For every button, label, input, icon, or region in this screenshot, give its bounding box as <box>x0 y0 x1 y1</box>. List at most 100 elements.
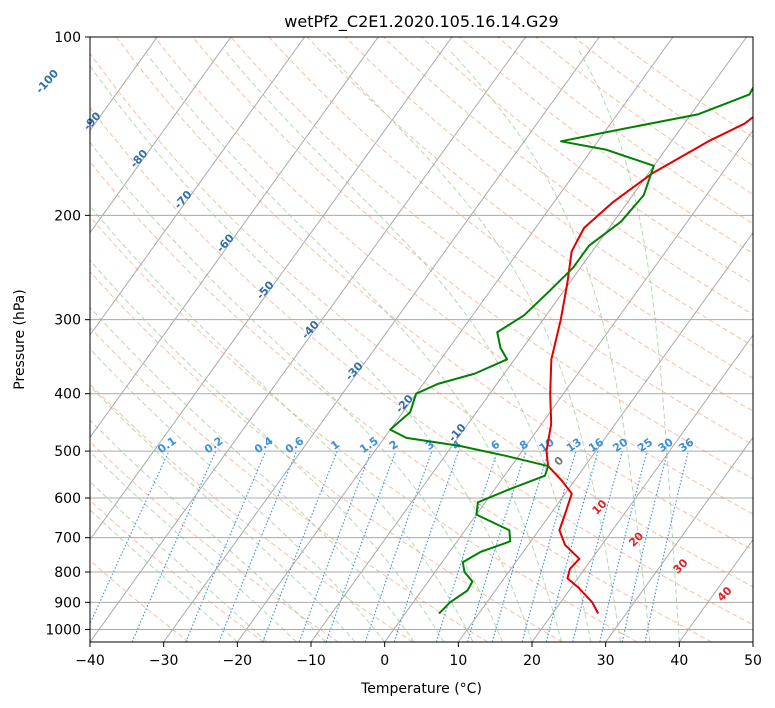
mixing-ratio-label: 2 <box>387 438 401 453</box>
moist-adiabat <box>324 49 621 642</box>
mixing-ratio-label: 6 <box>489 438 503 453</box>
x-axis-label: Temperature (°C) <box>360 681 482 697</box>
background-lines <box>90 37 753 642</box>
isotherm-label: -10 <box>446 421 469 445</box>
dry-adiabat <box>459 37 753 254</box>
dry-adiabat <box>306 37 753 379</box>
mixing-ratio-line <box>466 450 527 642</box>
isotherm <box>236 37 674 642</box>
mixing-ratio-label: 25 <box>635 436 655 455</box>
mixing-ratio-line <box>435 450 498 642</box>
moist-adiabat <box>90 451 297 642</box>
isotherm <box>457 231 753 642</box>
isotherm <box>0 37 10 642</box>
mixing-ratio-line <box>521 450 577 642</box>
mixing-ratio-label: 0.6 <box>283 434 307 456</box>
dry-adiabat <box>421 37 753 285</box>
moist-adiabat <box>90 141 503 642</box>
dry-adiabat <box>90 383 414 642</box>
y-tick-label: 200 <box>54 208 81 224</box>
dry-adiabat <box>230 37 753 446</box>
moist-adiabat <box>90 306 415 642</box>
dry-adiabat <box>154 37 753 515</box>
moist-adiabat <box>90 419 327 642</box>
mixing-ratio-label: 0.4 <box>252 434 276 456</box>
mixing-ratio-label: 30 <box>656 435 676 455</box>
mixing-ratio-line <box>545 450 599 642</box>
chart-title: wetPf2_C2E1.2020.105.16.14.G29 <box>284 12 558 32</box>
mixing-ratio-line <box>325 450 397 642</box>
dry-adiabat <box>90 215 638 642</box>
moist-adiabat <box>223 49 592 642</box>
dry-adiabat <box>611 37 753 139</box>
mixing-ratio-label: 36 <box>676 435 696 455</box>
isotherm <box>752 641 753 642</box>
isotherm <box>310 37 748 642</box>
isotherm <box>678 538 753 642</box>
x-axis: −40 −30 −20 −10 0 10 20 30 40 50 <box>75 642 762 669</box>
x-tick-label: 20 <box>523 653 541 669</box>
isotherm <box>90 37 453 541</box>
isotherm <box>90 37 232 234</box>
dry-adiabat <box>90 326 488 642</box>
x-tick-label: −40 <box>75 653 105 669</box>
x-tick-label: −10 <box>296 653 326 669</box>
moist-adiabat <box>90 385 356 642</box>
dry-adiabat <box>90 499 264 642</box>
dry-adiabat <box>90 440 339 642</box>
y-tick-label: 300 <box>54 313 81 329</box>
y-tick-label: 500 <box>54 444 81 460</box>
mixing-ratio-line <box>599 450 648 642</box>
moist-adiabat <box>90 509 238 642</box>
moist-adiabat <box>143 49 562 642</box>
y-axis: 100 200 300 400 500 600 700 800 900 1000 <box>45 30 90 638</box>
dry-adiabat <box>90 270 563 642</box>
x-tick-label: 10 <box>449 653 467 669</box>
isotherm <box>384 129 753 642</box>
moist-adiabat-label: 0 <box>552 454 567 469</box>
isotherm <box>163 37 600 642</box>
mixing-ratio-label: 13 <box>564 436 584 455</box>
y-axis-label: Pressure (hPa) <box>12 289 28 389</box>
mixing-ratio-label: 8 <box>517 438 531 453</box>
grid <box>0 37 753 642</box>
plot-frame <box>89 36 754 643</box>
moist-adiabat-label: 20 <box>626 529 646 549</box>
mixing-ratio-line <box>644 450 689 642</box>
mixing-ratio-line <box>131 450 217 642</box>
mixing-ratio-line <box>364 450 433 642</box>
moist-adiabat <box>90 64 533 642</box>
moist-adiabat <box>90 259 445 642</box>
dewpoint-profile <box>389 85 753 615</box>
dry-adiabat <box>90 52 753 588</box>
y-tick-label: 900 <box>54 595 81 611</box>
profiles <box>389 85 753 615</box>
y-tick-label: 800 <box>54 565 81 581</box>
y-tick-label: 700 <box>54 531 81 547</box>
isotherm-label: -50 <box>254 278 277 302</box>
isotherm-label: -90 <box>81 109 104 133</box>
y-tick-label: 1000 <box>45 622 81 638</box>
mixing-ratio-line <box>90 450 170 626</box>
x-tick-label: −30 <box>149 653 179 669</box>
x-tick-label: −20 <box>223 653 253 669</box>
dry-adiabat <box>90 106 753 626</box>
mixing-ratio-label: 1.5 <box>357 434 380 456</box>
mixing-ratio-line <box>185 450 267 642</box>
mixing-ratio-line <box>262 450 338 642</box>
moist-adiabat-label: 10 <box>590 497 610 517</box>
y-tick-label: 400 <box>54 387 81 403</box>
dry-adiabat <box>497 37 753 225</box>
isotherm-label: -40 <box>299 318 322 342</box>
mixing-ratio-line <box>491 450 550 642</box>
dry-adiabat <box>344 37 753 347</box>
mixing-ratio-label: 20 <box>610 435 630 455</box>
x-tick-label: 40 <box>670 653 688 669</box>
mixing-ratio-line <box>621 450 669 642</box>
isotherm <box>531 334 753 642</box>
moist-adiabat <box>448 49 651 642</box>
moist-adiabat-label: 40 <box>715 584 735 604</box>
mixing-ratio-label: 0.1 <box>155 434 178 456</box>
dry-adiabat <box>90 559 190 642</box>
